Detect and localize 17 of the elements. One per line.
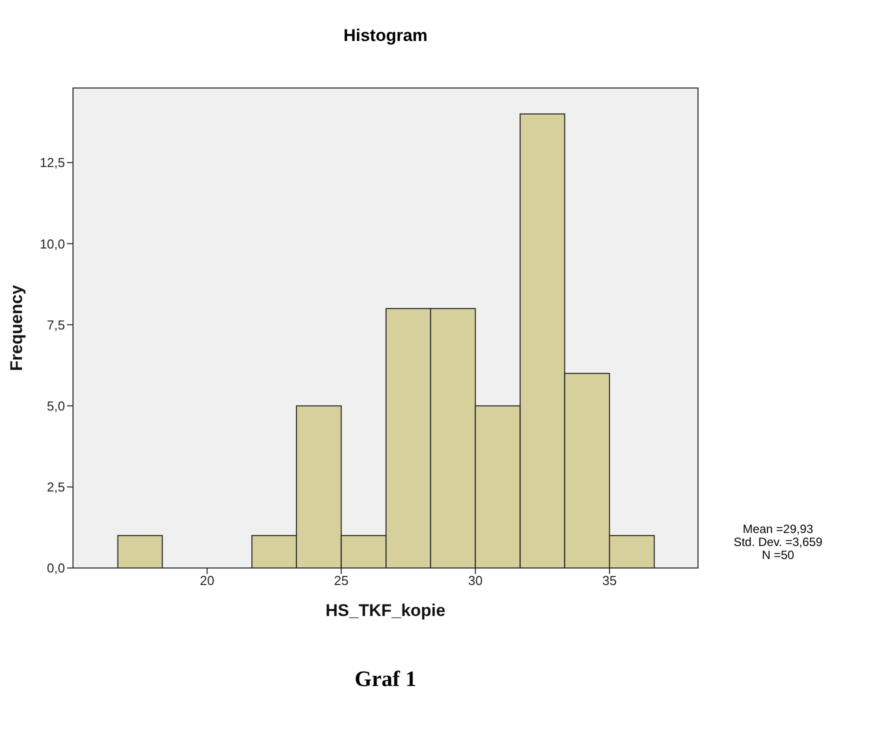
y-tick-label: 10,0 [40, 236, 65, 252]
text: Mean =29,93 [742, 522, 814, 536]
y-tick-label: 12,5 [40, 155, 65, 170]
text: N =50 [760, 548, 796, 562]
y-tick-label: 7,5 [46, 317, 65, 332]
y-tick-label: 5,0 [46, 398, 65, 414]
x-tick-label: 35 [602, 573, 617, 588]
x-tick-label: 30 [468, 573, 483, 588]
x-tick-label: 20 [200, 573, 214, 588]
text: Std. Dev. =3,659 [732, 535, 824, 549]
text: Graf 1 [354, 666, 418, 692]
y-axis-title: Frequency [7, 284, 26, 371]
x-axis-title: HS_TKF_kopie [326, 601, 446, 620]
y-tick-label: 0,0 [46, 560, 65, 576]
x-tick-label: 25 [334, 573, 348, 588]
chart-title: Histogram [342, 26, 429, 46]
y-tick-label: 2,5 [46, 480, 65, 495]
